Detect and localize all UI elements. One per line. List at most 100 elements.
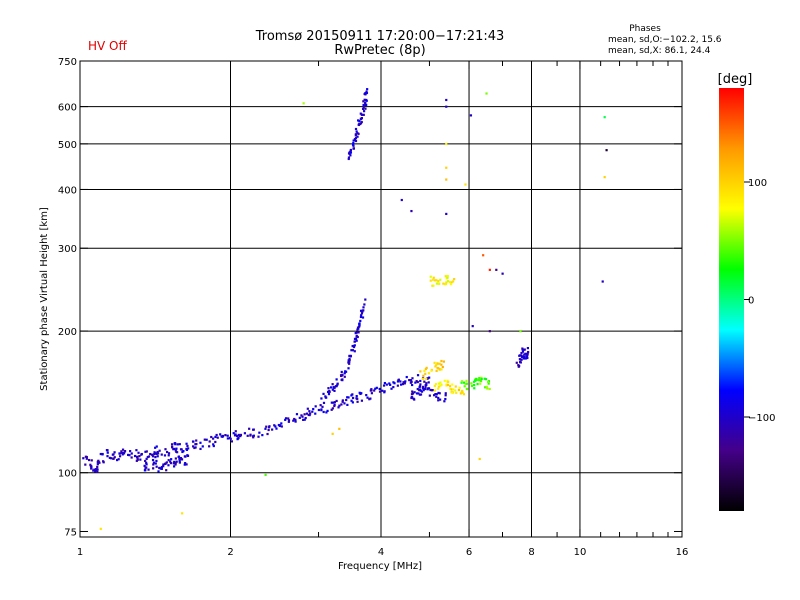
data-point [364, 298, 367, 301]
data-point [419, 393, 423, 396]
data-point [214, 435, 217, 439]
data-point [437, 391, 440, 395]
data-point [170, 443, 174, 446]
data-point [284, 418, 287, 421]
data-point [322, 410, 325, 414]
data-point [363, 303, 366, 306]
data-point [430, 369, 433, 372]
data-point [399, 380, 402, 383]
data-point [416, 380, 419, 384]
data-point [136, 456, 139, 459]
data-point [153, 451, 156, 454]
data-point [345, 398, 348, 402]
data-point [381, 389, 384, 392]
data-point [221, 434, 225, 438]
data-point [440, 363, 443, 366]
x-tick-label: 1 [77, 547, 83, 558]
data-point [257, 435, 260, 438]
data-point [154, 456, 157, 459]
data-point [445, 142, 448, 146]
data-point [480, 376, 483, 379]
data-point [341, 399, 344, 402]
data-point [359, 122, 363, 125]
data-point [331, 383, 334, 386]
data-point [433, 361, 436, 364]
data-point [445, 98, 448, 102]
data-point [357, 331, 360, 334]
data-point [464, 183, 467, 186]
data-point [156, 450, 159, 454]
data-point [356, 397, 359, 400]
data-point [446, 276, 449, 279]
data-point [439, 398, 442, 401]
data-point [409, 381, 412, 384]
data-point [224, 434, 227, 437]
data-point [411, 383, 414, 387]
data-point [424, 385, 427, 389]
data-point [331, 407, 334, 410]
data-point [113, 451, 116, 454]
data-point [427, 387, 431, 390]
data-point [162, 463, 165, 466]
data-point [347, 152, 351, 155]
data-point [346, 396, 349, 399]
data-point [186, 454, 189, 457]
data-point [172, 462, 175, 465]
data-point [365, 91, 369, 95]
data-point [404, 380, 407, 383]
data-point [418, 389, 421, 392]
data-point [362, 103, 365, 107]
data-point [392, 385, 395, 389]
data-point [364, 93, 367, 96]
data-point [317, 408, 320, 412]
data-point [349, 354, 352, 357]
data-point [452, 388, 455, 391]
data-point [349, 148, 352, 152]
data-point [408, 379, 411, 382]
data-point [96, 470, 99, 473]
data-point [423, 369, 426, 372]
data-point [445, 212, 448, 216]
data-point [446, 383, 450, 387]
data-point [106, 455, 109, 458]
data-point [478, 376, 481, 380]
x-tick-label: 16 [676, 547, 689, 558]
data-point [440, 383, 443, 386]
data-point [333, 403, 336, 406]
data-point [199, 447, 202, 451]
data-point [413, 391, 416, 394]
data-point [410, 209, 413, 213]
data-point [471, 325, 474, 328]
data-point [212, 437, 215, 440]
grid-lines [80, 61, 682, 537]
data-point [308, 410, 311, 413]
data-point [364, 107, 367, 110]
data-point [368, 398, 371, 401]
data-point [421, 387, 425, 390]
data-point [162, 465, 165, 468]
data-point [147, 455, 151, 458]
data-point [438, 392, 441, 395]
data-point [356, 335, 359, 339]
data-point [475, 377, 478, 380]
data-point [183, 463, 186, 466]
data-point [160, 453, 163, 456]
data-point [136, 458, 139, 461]
data-point [357, 327, 360, 330]
data-point [154, 446, 157, 449]
data-point [118, 452, 121, 455]
data-point [151, 453, 154, 456]
data-point [365, 393, 368, 397]
data-point [465, 382, 469, 385]
data-point [140, 453, 143, 456]
data-point [461, 391, 464, 394]
colorbar-tick-label: 0 [748, 296, 754, 307]
data-point [314, 405, 317, 408]
data-point [486, 380, 490, 384]
data-point [445, 383, 448, 386]
data-point [178, 443, 181, 446]
data-point [178, 457, 181, 460]
data-point [309, 412, 312, 415]
data-point [264, 427, 267, 430]
data-point [411, 377, 414, 380]
